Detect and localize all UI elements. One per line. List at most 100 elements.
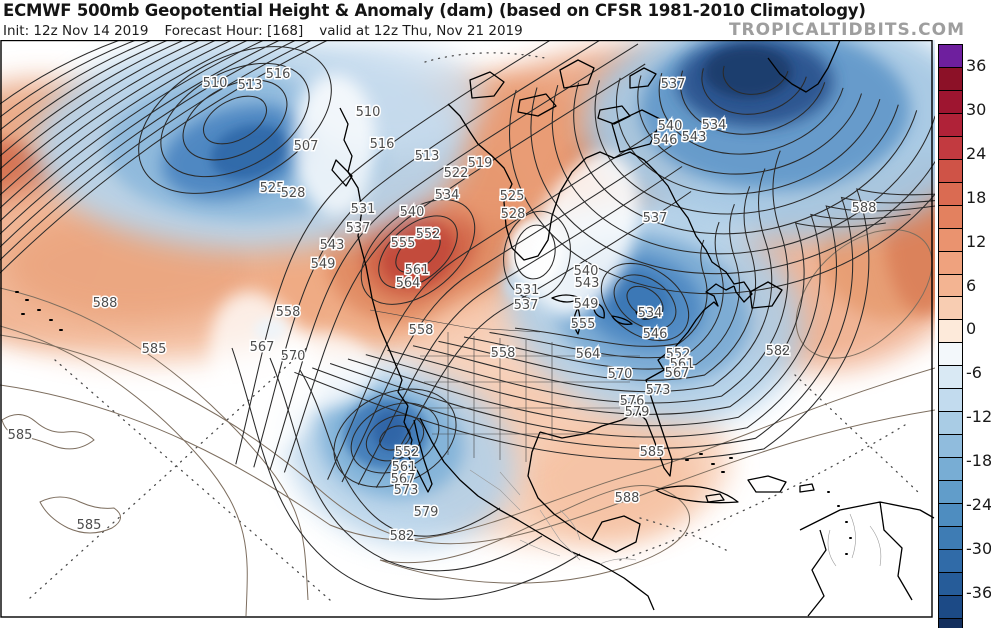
colorbar-tick-label: 30 bbox=[966, 99, 987, 119]
colorbar-cell bbox=[939, 90, 962, 114]
contour-label: 564 bbox=[396, 276, 421, 291]
contour-label: 534 bbox=[638, 306, 663, 321]
contour-label: 513 bbox=[238, 78, 263, 93]
contour-label: 552 bbox=[416, 227, 441, 242]
valid-time: valid at 12z Thu, Nov 21 2019 bbox=[319, 23, 523, 39]
contour-label: 525 bbox=[500, 189, 525, 204]
contour-label: 585 bbox=[8, 428, 33, 443]
colorbar-cell bbox=[939, 67, 962, 91]
contour-label: 576 bbox=[620, 394, 645, 409]
anomaly-shading bbox=[0, 40, 935, 546]
init-time: Init: 12z Nov 14 2019 bbox=[3, 23, 149, 39]
contour-label: 573 bbox=[646, 383, 671, 398]
colorbar-cell bbox=[939, 320, 962, 344]
contour-label: 537 bbox=[514, 298, 539, 313]
contour-label: 567 bbox=[250, 340, 275, 355]
colorbar-tick-label: -36 bbox=[966, 583, 991, 602]
contour-label: 585 bbox=[142, 342, 167, 357]
contour-label: 555 bbox=[571, 317, 596, 332]
contour-label: 543 bbox=[682, 130, 707, 145]
colorbar-cell bbox=[939, 595, 962, 619]
outer-contour-lines bbox=[0, 229, 935, 617]
contour-label: 585 bbox=[640, 445, 665, 460]
contour-label: 531 bbox=[351, 202, 376, 217]
contour-label: 537 bbox=[643, 211, 668, 226]
colorbar-cell bbox=[939, 572, 962, 596]
contour-label: 561 bbox=[405, 263, 430, 278]
contour-label: 570 bbox=[281, 349, 306, 364]
map-frame bbox=[0, 40, 933, 618]
colorbar-tick-label: -6 bbox=[966, 363, 982, 383]
contour-label: 516 bbox=[266, 67, 291, 82]
contour-label: 567 bbox=[665, 366, 690, 381]
contour-label: 564 bbox=[576, 347, 601, 362]
state-borders bbox=[369, 309, 640, 462]
contour-label: 525 bbox=[260, 181, 285, 196]
colorbar-cell bbox=[939, 251, 962, 275]
colorbar-cell bbox=[939, 412, 962, 436]
colorbar bbox=[938, 44, 963, 628]
colorbar-tick-label: -24 bbox=[966, 495, 991, 515]
colorbar-cell bbox=[939, 504, 962, 528]
contour-label: 534 bbox=[435, 188, 460, 203]
colorbar-tick-label: -18 bbox=[966, 451, 991, 471]
contour-label: 573 bbox=[394, 483, 419, 498]
colorbar-cell bbox=[939, 274, 962, 298]
colorbar-cell bbox=[939, 159, 962, 183]
contour-label: 552 bbox=[666, 347, 691, 362]
contour-lines bbox=[231, 210, 581, 600]
contour-label: 534 bbox=[702, 118, 727, 133]
contour-label: 540 bbox=[658, 119, 683, 134]
colorbar-cell bbox=[939, 45, 962, 68]
colorbar-cell bbox=[939, 343, 962, 367]
contour-label: 567 bbox=[391, 472, 416, 487]
contour-label: 519 bbox=[468, 156, 493, 171]
colorbar-cell bbox=[939, 228, 962, 252]
forecast-hour: Forecast Hour: [168] bbox=[164, 23, 304, 39]
colorbar-tick-label: 24 bbox=[966, 143, 987, 163]
colorbar-tick-label: 0 bbox=[966, 319, 977, 339]
header: ECMWF 500mb Geopotential Height & Anomal… bbox=[0, 0, 991, 41]
colorbar-cell bbox=[939, 458, 962, 482]
contour-label: 549 bbox=[311, 257, 336, 272]
contour-label: 540 bbox=[400, 205, 425, 220]
contour-label: 561 bbox=[392, 460, 417, 475]
map-subtitle: Init: 12z Nov 14 2019 Forecast Hour: [168… bbox=[3, 23, 539, 39]
contour-label: 507 bbox=[294, 139, 319, 154]
contour-label: 588 bbox=[852, 201, 877, 216]
contour-label: 588 bbox=[93, 296, 118, 311]
contour-label: 582 bbox=[390, 529, 415, 544]
contour-label: 537 bbox=[346, 221, 371, 236]
contour-label: 555 bbox=[391, 236, 416, 251]
colorbar-cell bbox=[939, 297, 962, 321]
colorbar-tick-label: 12 bbox=[966, 231, 987, 251]
contour-label: 582 bbox=[766, 344, 791, 359]
colorbar-tick-label: -12 bbox=[966, 407, 991, 427]
contour-label: 546 bbox=[643, 327, 668, 342]
contour-label: 513 bbox=[415, 149, 440, 164]
contour-label: 561 bbox=[670, 357, 695, 372]
contour-label: 558 bbox=[491, 346, 516, 361]
colorbar-tick-label: -30 bbox=[966, 539, 991, 559]
colorbar-cell bbox=[939, 527, 962, 550]
coastlines bbox=[15, 40, 935, 617]
colorbar-cell bbox=[939, 113, 962, 137]
graticule-lines bbox=[29, 52, 919, 601]
colorbar-cell bbox=[939, 182, 962, 206]
tropicaltidbits-watermark: TROPICALTIDBITS.COM bbox=[728, 20, 965, 40]
contour-label: 528 bbox=[501, 207, 526, 222]
colorbar-tick-label: 36 bbox=[966, 55, 987, 75]
map-title: ECMWF 500mb Geopotential Height & Anomal… bbox=[3, 1, 866, 20]
contour-label: 522 bbox=[444, 166, 469, 181]
generated-contours bbox=[0, 40, 935, 488]
contour-label: 585 bbox=[77, 518, 102, 533]
contour-label: 510 bbox=[356, 105, 381, 120]
colorbar-cell bbox=[939, 205, 962, 229]
contour-label: 570 bbox=[608, 367, 633, 382]
contour-label: 531 bbox=[515, 283, 540, 298]
contour-label: 516 bbox=[370, 137, 395, 152]
colorbar-cell bbox=[939, 435, 962, 459]
